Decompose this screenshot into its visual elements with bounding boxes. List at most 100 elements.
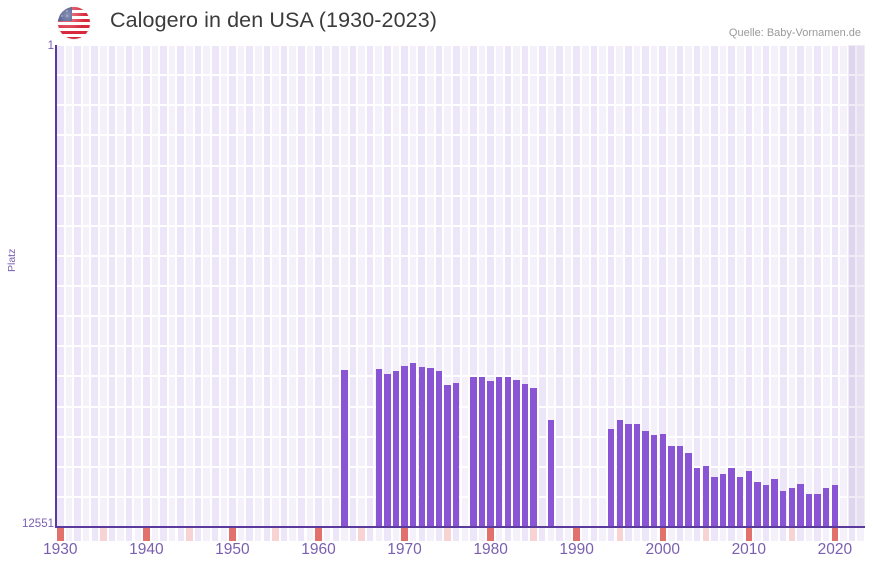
x-tick-slot [728, 528, 735, 541]
x-tick-slot [151, 528, 159, 541]
bar [719, 473, 727, 527]
x-tick-minor [444, 528, 451, 541]
bar [487, 381, 494, 527]
bar [633, 423, 641, 527]
x-tick-slot [607, 528, 615, 541]
x-tick-slot [427, 528, 434, 541]
x-tick-slot [220, 528, 228, 541]
grid-line-horizontal [56, 405, 865, 408]
x-tick-major [57, 528, 64, 541]
x-tick-major [487, 528, 494, 541]
x-tick-major [229, 528, 236, 541]
x-tick-slot [125, 528, 133, 541]
y-axis-top-label: 1 [47, 40, 54, 52]
bar [823, 488, 830, 527]
x-tick-slot [478, 528, 486, 541]
x-axis-tick-label: 2000 [645, 541, 680, 558]
bar [607, 429, 615, 527]
page-title: Calogero in den USA (1930-2023) [110, 8, 438, 32]
x-tick-slot [693, 528, 701, 541]
us-flag-icon [58, 7, 90, 39]
x-tick-minor [358, 528, 365, 541]
x-tick-slot [332, 528, 339, 541]
bar [711, 476, 718, 527]
bar [384, 373, 391, 527]
x-tick-minor [272, 528, 279, 541]
bar [685, 452, 692, 527]
x-tick-slot [564, 528, 572, 541]
x-tick-major [573, 528, 580, 541]
bar [737, 477, 744, 527]
x-tick-slot [203, 528, 210, 541]
grid-line-horizontal [56, 104, 865, 107]
bar [409, 363, 417, 527]
x-tick-slot [237, 528, 245, 541]
bar [762, 484, 770, 527]
x-tick-slot [625, 528, 632, 541]
x-tick-slot [650, 528, 658, 541]
grid-line-horizontal [56, 465, 865, 468]
x-tick-slot [470, 528, 477, 541]
x-tick-minor [616, 528, 623, 541]
x-tick-slot [582, 528, 589, 541]
x-tick-slot [160, 528, 167, 541]
bar [401, 366, 408, 527]
source-label: Quelle: Baby-Vornamen.de [728, 27, 861, 39]
x-tick-slot [168, 528, 176, 541]
x-tick-minor [100, 528, 107, 541]
bar [375, 368, 382, 527]
x-tick-slot [375, 528, 382, 541]
x-tick-slot [384, 528, 391, 541]
x-tick-slot [194, 528, 202, 541]
x-tick-major [401, 528, 408, 541]
x-axis-tick-label: 1940 [129, 541, 164, 558]
x-tick-slot [212, 528, 219, 541]
x-tick-slot [323, 528, 331, 541]
bar [831, 485, 839, 527]
x-tick-slot [341, 528, 348, 541]
bar [452, 382, 460, 527]
x-tick-slot [780, 528, 787, 541]
grid-line-horizontal [56, 315, 865, 318]
x-tick-slot [737, 528, 744, 541]
x-tick-slot [504, 528, 512, 541]
chart-plot-area [56, 45, 865, 527]
x-axis-tick-label: 1930 [43, 541, 78, 558]
x-tick-slot [633, 528, 641, 541]
x-tick-slot [840, 528, 847, 541]
bar [676, 445, 684, 527]
x-tick-slot [539, 528, 546, 541]
grid-line-horizontal [56, 134, 865, 137]
bar [650, 434, 658, 527]
bar [702, 465, 709, 527]
y-axis-title: Platz [6, 248, 18, 272]
bar [797, 484, 804, 527]
grid-line-horizontal [56, 285, 865, 287]
bar [693, 467, 701, 527]
x-tick-slot [435, 528, 443, 541]
x-tick-slot [556, 528, 563, 541]
grid-line-horizontal [56, 74, 865, 77]
bar [427, 368, 434, 527]
bar [435, 370, 443, 527]
x-tick-major [143, 528, 150, 541]
bar [341, 370, 348, 527]
bar [616, 419, 623, 527]
future-shading [847, 45, 865, 527]
x-tick-slot [65, 528, 73, 541]
x-tick-slot [392, 528, 400, 541]
x-tick-slot [409, 528, 417, 541]
x-tick-slot [599, 528, 606, 541]
grid-line-horizontal [56, 345, 865, 348]
x-tick-slot [771, 528, 778, 541]
bar [642, 431, 649, 527]
x-axis-tick-label: 1950 [215, 541, 250, 558]
bar [392, 371, 400, 527]
x-tick-slot [521, 528, 529, 541]
x-tick-minor [530, 528, 537, 541]
x-tick-slot [857, 528, 864, 541]
x-tick-slot [642, 528, 649, 541]
bar [521, 384, 529, 527]
bar [530, 387, 537, 527]
chart-header: Calogero in den USA (1930-2023) Quelle: … [0, 0, 873, 44]
